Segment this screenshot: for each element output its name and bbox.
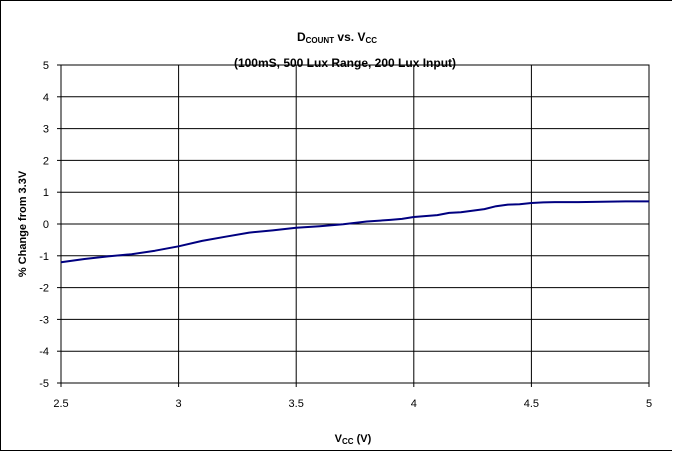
chart-subtitle: (100mS, 500 Lux Range, 200 Lux Input) — [234, 56, 456, 70]
chart-title: DCOUNT vs. VCC — [297, 30, 377, 45]
grid-layer — [60, 64, 650, 384]
y-tick-label: 2 — [43, 155, 49, 167]
y-axis-title: % Change from 3.3V — [17, 170, 29, 277]
x-tick-label: 3 — [176, 398, 182, 410]
y-tick-label: 4 — [43, 92, 49, 104]
y-tick-label: -4 — [39, 346, 49, 358]
y-tick-label: -3 — [39, 314, 49, 326]
y-tick-label: 1 — [43, 187, 49, 199]
x-tick-label: 4 — [411, 398, 417, 410]
y-tick-label: 5 — [43, 60, 49, 72]
x-axis-title: VCC (V) — [335, 433, 372, 446]
y-tick-label: 3 — [43, 124, 49, 136]
y-tick-label: -5 — [39, 378, 49, 390]
x-tick-label: 2.5 — [53, 398, 68, 410]
series-layer — [60, 200, 649, 264]
x-tick-label: 3.5 — [289, 398, 304, 410]
series-line-0 — [60, 200, 649, 264]
x-tick-label: 4.5 — [524, 398, 539, 410]
x-tick-label: 5 — [646, 398, 652, 410]
ticks-layer: 5 4 3 2 1 0 -1 -2 -3 -4 -5 2.5 3 3.5 4 4.5 5 — [39, 60, 652, 410]
y-tick-label: -1 — [39, 251, 49, 263]
y-tick-label: 0 — [43, 219, 49, 231]
y-tick-label: -2 — [39, 283, 49, 295]
